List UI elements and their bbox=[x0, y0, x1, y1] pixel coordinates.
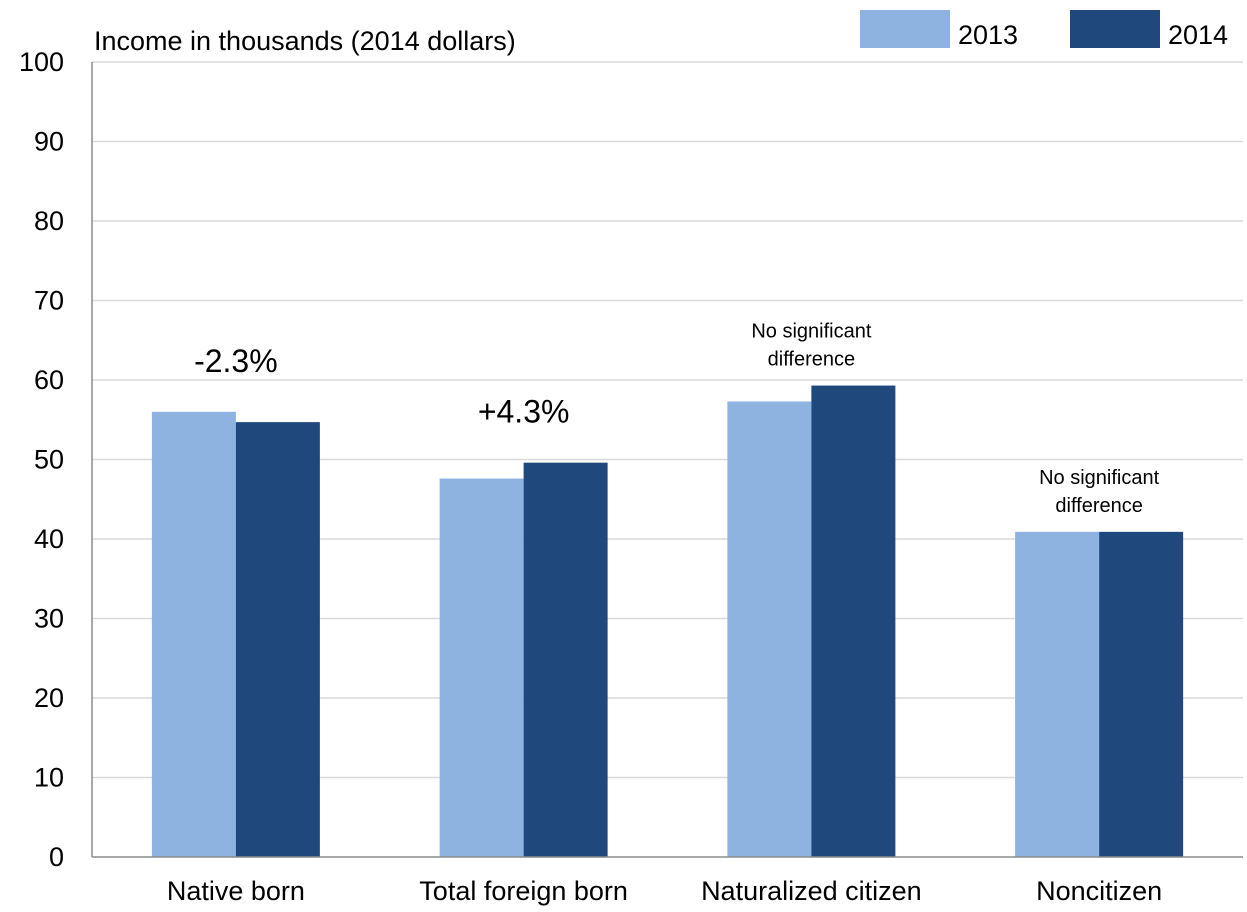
bar-2014-native-born bbox=[235, 422, 320, 857]
y-tick-label: 20 bbox=[34, 683, 64, 713]
x-tick-label: Total foreign born bbox=[419, 876, 628, 906]
bar-2013-total-foreign-born bbox=[439, 478, 524, 857]
legend-swatch-2013 bbox=[860, 10, 950, 48]
bar-2014-total-foreign-born bbox=[523, 462, 608, 857]
annotation-label: +4.3% bbox=[478, 394, 570, 430]
y-tick-label: 90 bbox=[34, 127, 64, 157]
bar-2014-noncitizen bbox=[1099, 531, 1184, 857]
bar-2013-naturalized-citizen bbox=[727, 401, 812, 857]
y-axis-label: Income in thousands (2014 dollars) bbox=[94, 26, 516, 56]
legend-swatch-2014 bbox=[1070, 10, 1160, 48]
y-tick-label: 80 bbox=[34, 206, 64, 236]
bar-2013-native-born bbox=[151, 411, 236, 857]
annotation-label: difference bbox=[768, 349, 855, 371]
legend-label: 2013 bbox=[958, 20, 1018, 50]
annotation-label: No significant bbox=[751, 321, 872, 343]
bars bbox=[151, 385, 1184, 857]
y-tick-label: 10 bbox=[34, 763, 64, 793]
annotation-label: -2.3% bbox=[194, 343, 278, 379]
y-axis-tick-labels: 0 10 20 30 40 50 60 70 80 90 100 bbox=[19, 47, 64, 872]
x-axis-tick-labels: Native born Total foreign born Naturalized… bbox=[167, 876, 1162, 906]
y-tick-label: 50 bbox=[34, 445, 64, 475]
y-tick-label: 60 bbox=[34, 365, 64, 395]
legend-label: 2014 bbox=[1168, 20, 1228, 50]
annotation-label: No significant bbox=[1039, 467, 1160, 489]
bar-2014-naturalized-citizen bbox=[811, 385, 896, 857]
annotation-label: difference bbox=[1055, 495, 1142, 517]
annotations: -2.3% +4.3% No significant difference No sig… bbox=[194, 321, 1160, 517]
legend: 2013 2014 bbox=[860, 10, 1228, 50]
x-tick-label: Native born bbox=[167, 876, 305, 906]
bar-2013-noncitizen bbox=[1015, 531, 1100, 857]
y-tick-label: 40 bbox=[34, 524, 64, 554]
x-tick-label: Naturalized citizen bbox=[701, 876, 922, 906]
x-tick-label: Noncitizen bbox=[1036, 876, 1162, 906]
y-tick-label: 0 bbox=[49, 842, 64, 872]
y-tick-label: 100 bbox=[19, 47, 64, 77]
y-tick-label: 70 bbox=[34, 286, 64, 316]
y-tick-label: 30 bbox=[34, 604, 64, 634]
